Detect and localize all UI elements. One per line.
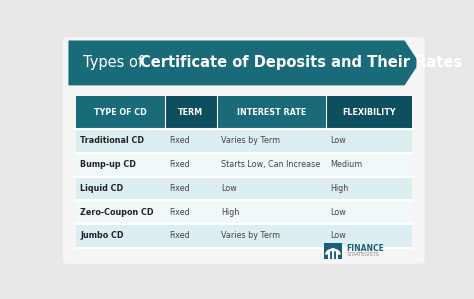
Bar	[76, 129, 412, 153]
Text: Types of: Types of	[83, 55, 148, 71]
Text: Medium: Medium	[330, 160, 363, 169]
Text: Varies by Term: Varies by Term	[221, 136, 281, 146]
Text: Fixed: Fixed	[169, 160, 190, 169]
Text: Jumbo CD: Jumbo CD	[80, 231, 124, 240]
Text: Liquid CD: Liquid CD	[80, 184, 123, 193]
Bar	[76, 153, 412, 176]
Text: Starts Low, Can Increase: Starts Low, Can Increase	[221, 160, 320, 169]
Text: Certificate of Deposits and Their Rates: Certificate of Deposits and Their Rates	[140, 55, 462, 71]
Text: Varies by Term: Varies by Term	[221, 231, 281, 240]
Text: Fixed: Fixed	[169, 208, 190, 216]
Text: Traditional CD: Traditional CD	[80, 136, 144, 146]
Bar	[217, 96, 326, 129]
Text: Fixed: Fixed	[169, 184, 190, 193]
Text: TERM: TERM	[178, 108, 203, 117]
Bar	[76, 224, 412, 248]
Text: FLEXIBILITY: FLEXIBILITY	[342, 108, 396, 117]
Text: Low: Low	[330, 136, 346, 146]
Bar	[324, 243, 342, 259]
Text: Fixed: Fixed	[169, 231, 190, 240]
Text: TYPE OF CD: TYPE OF CD	[94, 108, 146, 117]
Text: Low: Low	[330, 231, 346, 240]
Text: Low: Low	[221, 184, 237, 193]
FancyBboxPatch shape	[63, 37, 425, 264]
Bar	[326, 96, 412, 129]
Text: INTEREST RATE: INTEREST RATE	[237, 108, 306, 117]
Text: FINANCE: FINANCE	[346, 244, 384, 253]
Bar	[165, 96, 217, 129]
Bar	[76, 200, 412, 224]
Text: Bump-up CD: Bump-up CD	[80, 160, 136, 169]
Polygon shape	[68, 40, 419, 86]
Bar	[76, 96, 165, 129]
Text: High: High	[330, 184, 349, 193]
Bar	[76, 176, 412, 200]
Text: Zero-Coupon CD: Zero-Coupon CD	[80, 208, 154, 216]
Text: High: High	[221, 208, 240, 216]
Text: STRATEGISTS: STRATEGISTS	[346, 251, 379, 257]
Text: Fixed: Fixed	[169, 136, 190, 146]
Text: Low: Low	[330, 208, 346, 216]
